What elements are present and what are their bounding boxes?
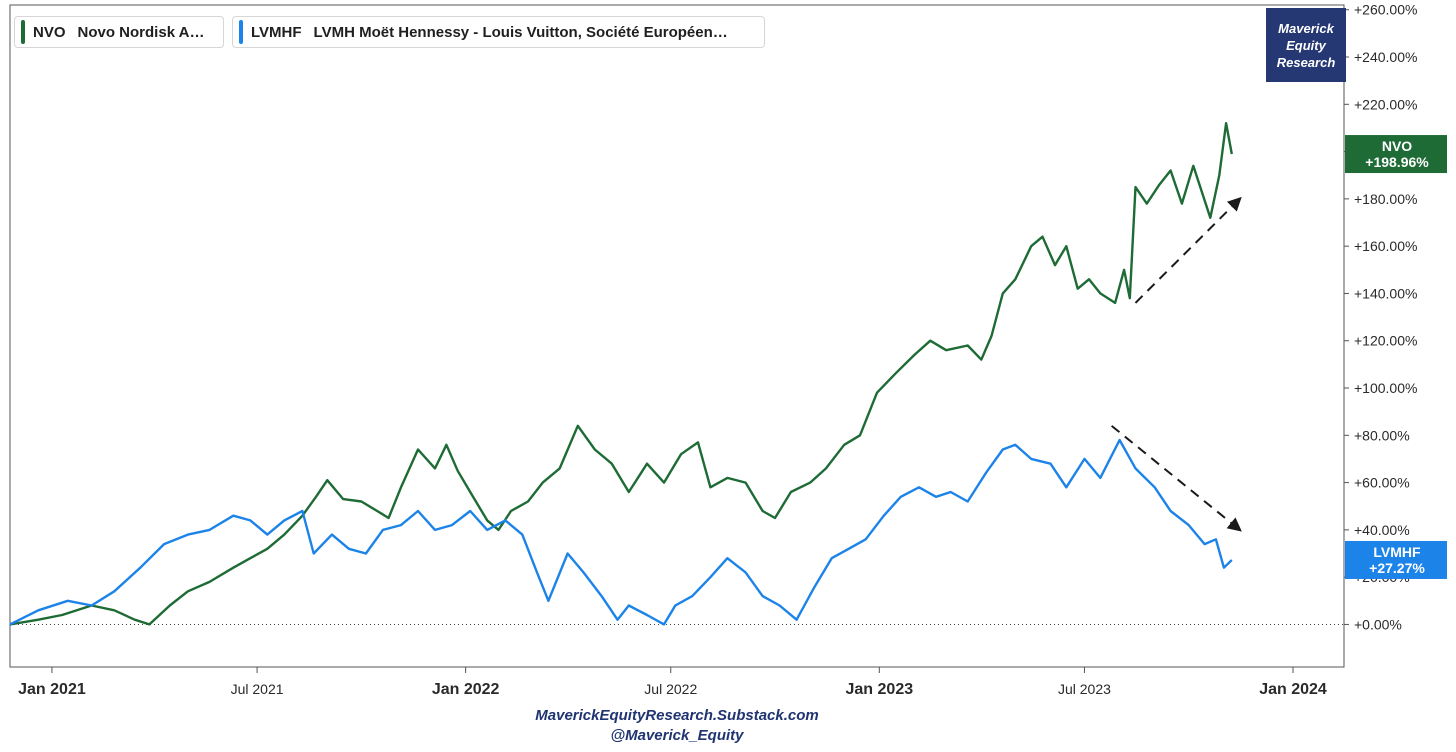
last-value-badge-lvmhf: LVMHF+27.27% — [1345, 540, 1447, 579]
y-tick-label: +120.00% — [1354, 333, 1417, 349]
y-tick-label: +0.00% — [1354, 616, 1402, 632]
legend-ticker: NVO — [33, 23, 66, 41]
badge-value: +198.96% — [1365, 154, 1429, 170]
brand-line: Research — [1276, 54, 1336, 70]
legend-name: Novo Nordisk A… — [77, 23, 205, 41]
x-tick-label: Jul 2023 — [1058, 681, 1111, 697]
badge-background — [1345, 540, 1447, 579]
badge-ticker: NVO — [1382, 138, 1412, 154]
plot-border — [9, 4, 1345, 668]
series-layer — [9, 122, 1233, 626]
y-tick-label: +240.00% — [1354, 49, 1417, 65]
series-color-swatch — [21, 20, 25, 44]
y-tick-label: +160.00% — [1354, 238, 1417, 254]
legend-item-lvmhf[interactable]: LVMHF LVMH Moët Hennessy - Louis Vuitton… — [232, 16, 765, 48]
legend-name: LVMH Moët Hennessy - Louis Vuitton, Soci… — [313, 23, 728, 41]
brand-logo-box: Maverick Equity Research — [1266, 8, 1346, 82]
badge-background — [1345, 135, 1447, 174]
y-tick-label: +220.00% — [1354, 96, 1417, 112]
y-axis: +0.00%+20.00%+40.00%+60.00%+80.00%+100.0… — [1344, 2, 1417, 632]
y-tick-label: +80.00% — [1354, 427, 1410, 443]
x-tick-label: Jan 2021 — [18, 681, 86, 698]
x-tick-label: Jul 2022 — [644, 681, 697, 697]
legend-ticker: LVMHF — [251, 23, 302, 41]
series-line-lvmhf — [9, 438, 1233, 626]
annotation-layer — [1111, 196, 1242, 532]
y-tick-label: +180.00% — [1354, 191, 1417, 207]
x-tick-label: Jan 2024 — [1259, 681, 1327, 698]
y-tick-label: +100.00% — [1354, 380, 1417, 396]
legend-item-nvo[interactable]: NVO Novo Nordisk A… — [14, 16, 224, 48]
y-tick-label: +140.00% — [1354, 285, 1417, 301]
series-color-swatch — [239, 20, 243, 44]
last-value-badge-nvo: NVO+198.96% — [1345, 135, 1447, 174]
y-tick-label: +260.00% — [1354, 2, 1417, 18]
badge-value: +27.27% — [1369, 560, 1425, 576]
x-tick-label: Jan 2022 — [432, 681, 500, 698]
brand-line: Maverick — [1278, 20, 1334, 36]
y-tick-label: +40.00% — [1354, 522, 1410, 538]
x-tick-label: Jul 2021 — [231, 681, 284, 697]
chart-frame — [9, 4, 1345, 668]
badge-ticker: LVMHF — [1373, 544, 1421, 560]
x-axis: Jan 2021 Jul 2021 Jan 2022 Jul 2022 Jan 2023… — [18, 667, 1327, 698]
footer-website[interactable]: MaverickEquityResearch.Substack.com — [535, 707, 819, 724]
last-value-badges: NVO+198.96% LVMHF+27.27% — [1345, 135, 1447, 579]
brand-line: Equity — [1286, 37, 1326, 53]
x-tick-label: Jan 2023 — [846, 681, 914, 698]
series-line-nvo — [9, 122, 1233, 626]
y-tick-label: +60.00% — [1354, 475, 1410, 491]
footer-handle[interactable]: @Maverick_Equity — [610, 727, 744, 744]
trend-arrow-down — [1111, 425, 1242, 532]
trend-arrow-up — [1134, 196, 1242, 304]
